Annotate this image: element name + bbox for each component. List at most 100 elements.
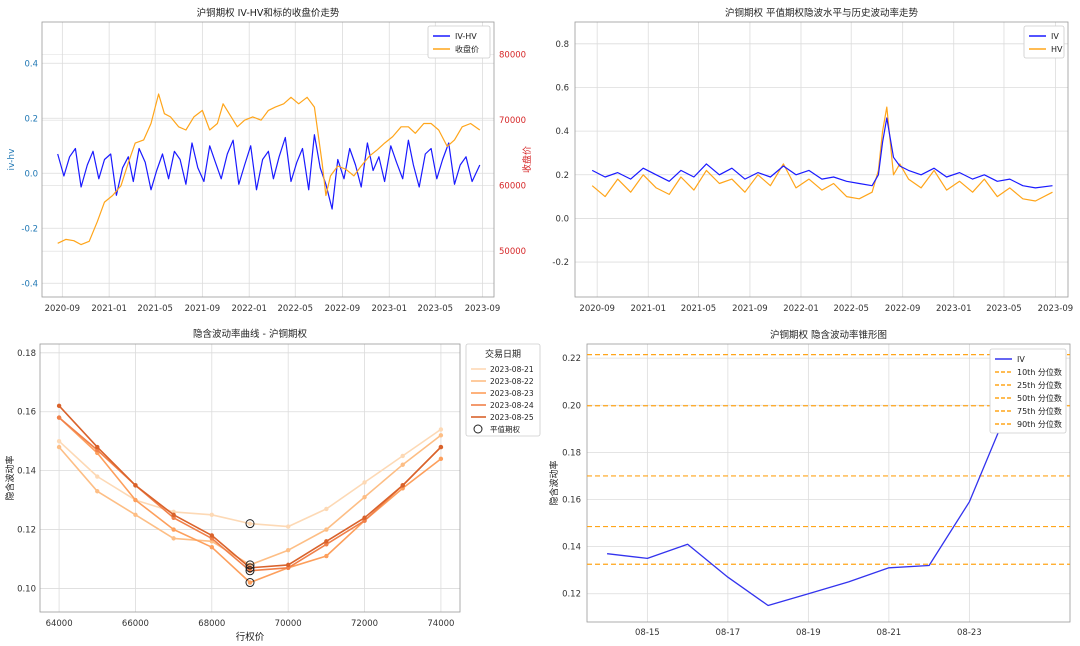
data-point xyxy=(400,462,405,467)
y-tick-label: 0.2 xyxy=(24,114,38,124)
data-point xyxy=(438,433,444,438)
legend-label: 2023-08-22 xyxy=(490,377,534,386)
data-point xyxy=(438,444,444,450)
y-axis-label: iv-hv xyxy=(7,148,17,171)
series-line xyxy=(58,428,442,528)
data-point xyxy=(285,524,291,529)
x-tick-label: 2023-05 xyxy=(418,304,454,314)
data-point xyxy=(438,456,444,462)
x-tick-label: 2021-01 xyxy=(630,304,666,314)
y-tick-label: 0.12 xyxy=(562,590,581,600)
x-tick-label: 70000 xyxy=(275,619,302,629)
y-tick-label: 0.18 xyxy=(17,349,36,359)
y2-axis-label: 收盘价 xyxy=(521,146,533,173)
chart-title: 沪铜期权 平值期权隐波水平与历史波动率走势 xyxy=(725,7,919,19)
data-point xyxy=(95,474,100,479)
y-tick-label: 0.14 xyxy=(17,467,36,477)
x-tick-label: 2023-05 xyxy=(986,304,1022,314)
y-tick-label: 0.8 xyxy=(555,40,569,50)
data-point xyxy=(209,545,215,550)
x-tick-label: 72000 xyxy=(351,619,378,629)
chart-legend xyxy=(427,25,491,59)
legend-label: 平值期权 xyxy=(490,424,520,434)
chart-ivhv-price: 2020-09 2021-01 2021-05 2021-09 2022-01 2022-… xyxy=(7,7,533,314)
chart-iv-cone: 08-15 08-17 08-19 08-21 08-23 0.12 0.14 0.16 0.1… xyxy=(548,329,1071,638)
y-tick-label: 0.4 xyxy=(555,127,569,137)
chart-iv-hv: 2020-09 2021-01 2021-05 2021-09 2022-01 2022-… xyxy=(552,7,1073,314)
x-tick-label: 66000 xyxy=(122,619,149,629)
y-tick-label: 0.0 xyxy=(24,169,38,179)
chart-legend xyxy=(1023,25,1065,59)
x-tick-label: 2023-09 xyxy=(1038,304,1074,314)
legend-label: 2023-08-21 xyxy=(490,365,534,374)
series-line xyxy=(58,434,442,566)
y-tick-label: 0.20 xyxy=(562,401,581,411)
data-point xyxy=(56,403,62,409)
data-point xyxy=(133,483,138,488)
data-point xyxy=(247,580,253,585)
x-tick-label: 2023-01 xyxy=(936,304,972,314)
chart-title: 沪铜期权 隐含波动率锥形图 xyxy=(770,329,887,341)
y-tick-label: -0.2 xyxy=(552,258,569,268)
data-point xyxy=(362,515,367,520)
y-tick-label: 0.14 xyxy=(562,543,581,553)
data-point xyxy=(362,494,367,500)
data-point xyxy=(171,512,176,518)
x-tick-label: 2020-09 xyxy=(45,304,81,314)
data-point xyxy=(56,415,62,420)
y-tick-label: 0.4 xyxy=(24,59,38,69)
y-tick-label: 0.16 xyxy=(562,495,581,505)
y2-tick-label: 60000 xyxy=(499,182,526,192)
x-tick-label: 2023-09 xyxy=(465,304,501,314)
chart-legend xyxy=(989,348,1067,434)
x-tick-label: 2021-01 xyxy=(91,304,127,314)
chart-title: 隐含波动率曲线 - 沪铜期权 xyxy=(193,328,307,340)
y2-tick-label: 80000 xyxy=(499,51,526,61)
y-tick-label: 0.0 xyxy=(555,214,569,224)
series-line xyxy=(58,405,442,569)
y-tick-label: 0.2 xyxy=(555,171,569,181)
x-tick-label: 08-17 xyxy=(716,628,741,638)
chart-legend xyxy=(465,343,541,437)
data-point xyxy=(438,427,444,432)
x-tick-label: 08-21 xyxy=(877,628,902,638)
data-point xyxy=(400,483,405,488)
data-point xyxy=(171,527,176,532)
data-point xyxy=(324,539,329,544)
legend-label: 50th 分位数 xyxy=(1017,393,1062,403)
atm-marker xyxy=(245,566,255,576)
x-tick-label: 2022-01 xyxy=(783,304,819,314)
data-point xyxy=(133,512,138,518)
legend-label: 收盘价 xyxy=(455,44,479,54)
data-point xyxy=(56,438,62,444)
y-tick-label: 0.12 xyxy=(17,526,36,536)
y-tick-label: 0.22 xyxy=(562,354,581,364)
x-tick-label: 2022-05 xyxy=(833,304,869,314)
y-tick-label: 0.10 xyxy=(17,584,36,594)
legend-label: HV xyxy=(1051,45,1063,54)
x-tick-label: 2022-09 xyxy=(325,304,361,314)
legend-label: 2023-08-24 xyxy=(490,401,534,410)
plot-frame xyxy=(39,343,461,613)
data-point xyxy=(95,489,100,494)
legend-label: 10th 分位数 xyxy=(1017,367,1062,377)
data-point xyxy=(324,506,329,512)
x-tick-label: 2020-09 xyxy=(579,304,615,314)
series-line xyxy=(57,134,481,210)
x-axis-label: 行权价 xyxy=(236,631,265,643)
data-point xyxy=(400,453,405,459)
x-tick-label: 64000 xyxy=(46,619,73,629)
x-tick-label: 68000 xyxy=(198,619,225,629)
legend-label: 2023-08-25 xyxy=(490,413,534,422)
legend-swatch xyxy=(473,424,483,434)
plot-frame xyxy=(574,21,1069,298)
y2-tick-label: 70000 xyxy=(499,116,526,126)
data-point xyxy=(209,512,215,518)
y-tick-label: 0.6 xyxy=(555,83,569,93)
x-tick-label: 08-23 xyxy=(957,628,982,638)
atm-marker xyxy=(245,519,255,529)
series-line xyxy=(57,93,481,246)
data-point xyxy=(56,444,62,450)
x-tick-label: 2022-09 xyxy=(885,304,921,314)
series-line xyxy=(58,416,442,572)
